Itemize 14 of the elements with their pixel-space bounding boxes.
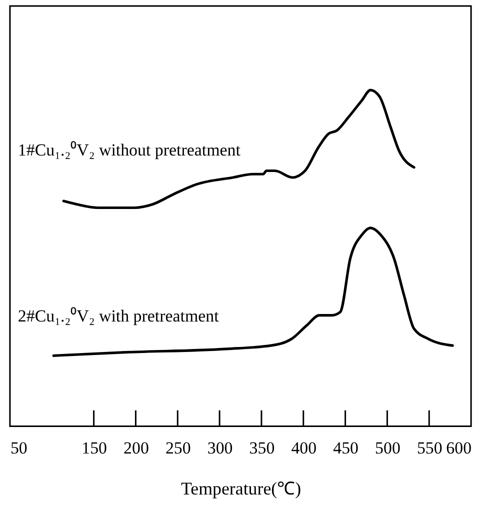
x-tick-label: 450 [333,438,358,458]
x-tick-label: 400 [291,438,317,458]
series-label: 1#Cu₁.₂⁰V₂ without pretreatment [18,140,241,160]
x-tick-label: 300 [207,438,233,458]
x-axis-title: Temperature(℃) [180,478,302,498]
x-tick-label: 250 [165,438,191,458]
x-tick-label: 50 [10,438,28,458]
x-tick-label: 200 [124,438,149,458]
series-label: 2#Cu₁.₂⁰V₂ with pretreatment [18,306,220,326]
x-tick-label: 550 [416,438,442,458]
x-tick-label: 350 [249,438,275,458]
x-tick-label: 600 [446,438,472,458]
x-tick-label: 150 [82,438,107,458]
x-tick-label: 500 [375,438,400,458]
